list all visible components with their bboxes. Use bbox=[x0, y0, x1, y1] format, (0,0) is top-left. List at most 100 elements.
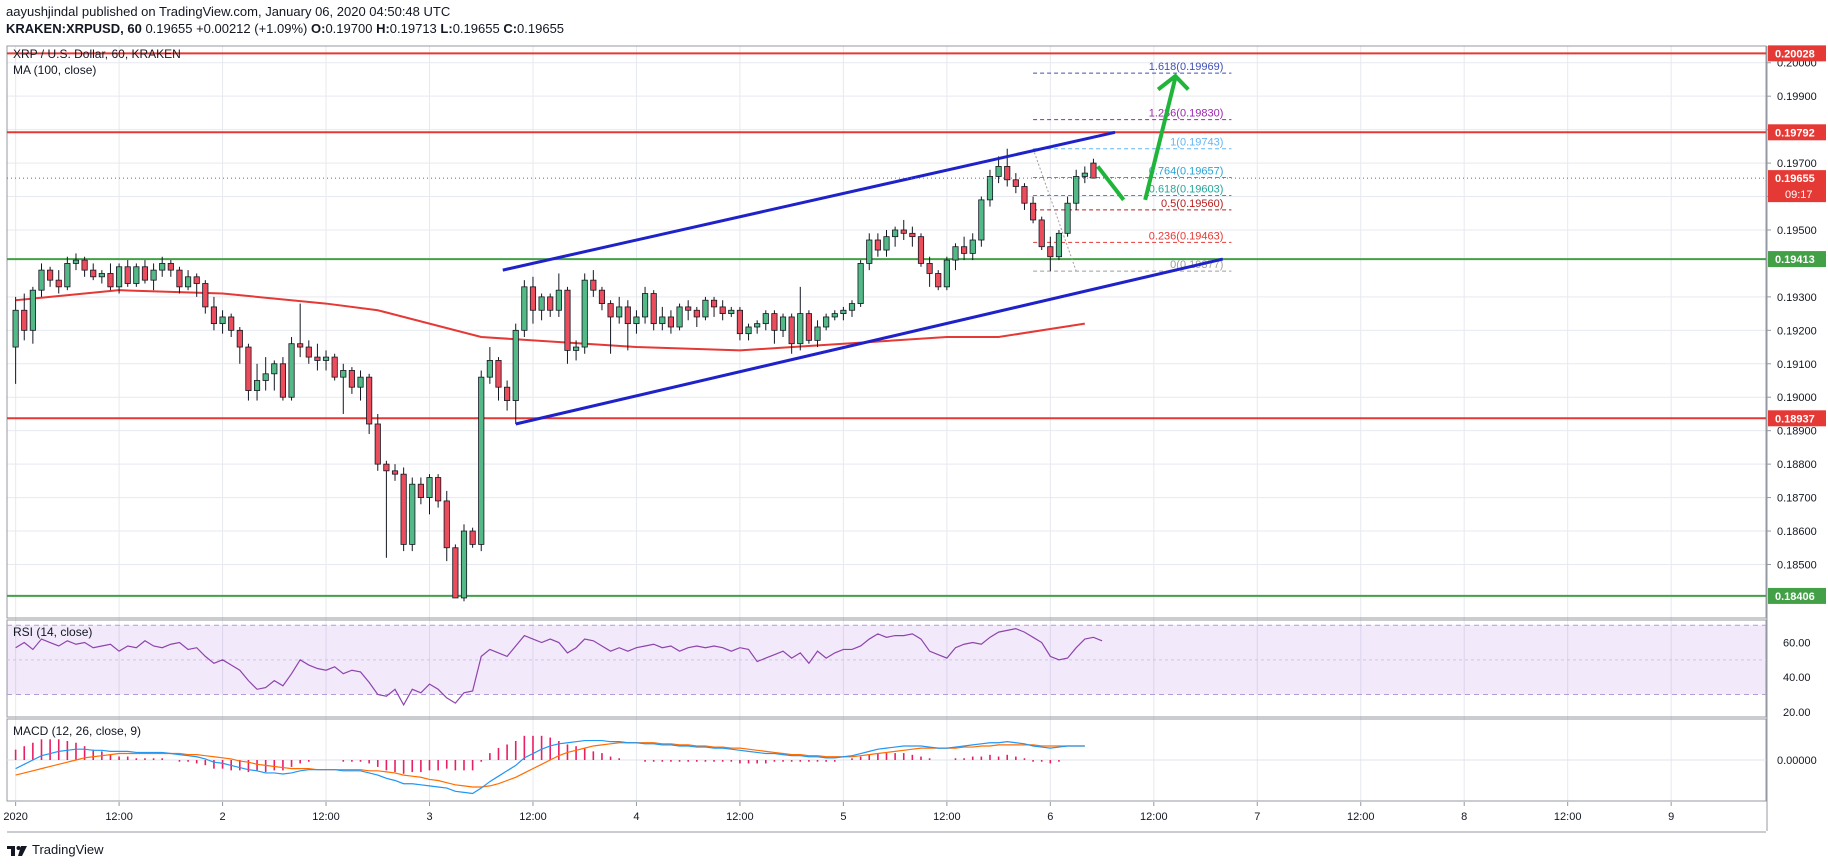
symbol-name: KRAKEN:XRPUSD, 60 bbox=[6, 21, 142, 36]
macd-title: MACD (12, 26, close, 9) bbox=[13, 724, 141, 738]
publisher-line: aayushjindal published on TradingView.co… bbox=[6, 4, 451, 19]
price-axis-tick-label: 0.18700 bbox=[1777, 493, 1817, 505]
candle-up bbox=[521, 280, 528, 338]
candle-up bbox=[883, 229, 890, 257]
candle-up bbox=[581, 273, 588, 354]
candle-down bbox=[435, 474, 442, 508]
time-axis-tick-label: 5 bbox=[840, 811, 846, 823]
candle-down bbox=[874, 233, 881, 257]
macd-pane[interactable]: MACD (12, 26, close, 9) bbox=[7, 724, 1766, 795]
candle-up bbox=[573, 340, 580, 361]
candle-down bbox=[400, 467, 407, 552]
close-label: C: bbox=[503, 21, 518, 36]
rsi-axis-tick-label: 40.00 bbox=[1783, 672, 1811, 684]
candle-up bbox=[814, 320, 821, 348]
candle-down bbox=[90, 263, 97, 281]
time-axis-tick-label: 6 bbox=[1047, 811, 1053, 823]
price-axis-tick-label: 0.18600 bbox=[1777, 526, 1817, 538]
price-axis-tick-label: 0.18900 bbox=[1777, 426, 1817, 438]
macd-axis-tick-label: 0.00000 bbox=[1777, 755, 1817, 767]
candle-up bbox=[271, 360, 278, 391]
candle-up bbox=[1055, 229, 1063, 261]
candle-down bbox=[1090, 158, 1097, 179]
rsi-pane[interactable]: RSI (14, close) bbox=[7, 624, 1766, 707]
candle-down bbox=[667, 310, 675, 334]
fib-level-label: 1(0.19743) bbox=[1170, 137, 1223, 149]
candle-down bbox=[202, 280, 209, 314]
tradingview-brand-text: TradingView bbox=[32, 842, 104, 857]
fibonacci-extension[interactable]: 1.618(0.19969) 1.236(0.19830) 1(0.19743) 0.… bbox=[1032, 61, 1232, 272]
time-axis[interactable]: 2020 12:00 2 12:00 3 12:00 4 12:00 5 12:00 6 12:00 7… bbox=[3, 802, 1674, 823]
price-pane[interactable]: 1.618(0.19969) 1.236(0.19830) 1(0.19743) 0.… bbox=[7, 52, 1766, 602]
candle-up bbox=[978, 196, 985, 247]
candle-down bbox=[598, 286, 606, 311]
candle-up bbox=[12, 296, 19, 384]
grid-lines bbox=[7, 46, 1766, 801]
candle-up bbox=[72, 253, 80, 271]
rsi-axis-tick-label: 20.00 bbox=[1783, 707, 1811, 719]
price-axis-tick-label: 0.19500 bbox=[1777, 225, 1817, 237]
time-axis-tick-label: 12:00 bbox=[105, 811, 133, 823]
candle-up bbox=[779, 313, 787, 338]
candle-up bbox=[253, 363, 261, 401]
candle-up bbox=[98, 270, 105, 284]
fib-level-label: 0.5(0.19560) bbox=[1161, 198, 1223, 210]
candle-down bbox=[564, 286, 571, 364]
candle-down bbox=[383, 460, 390, 558]
candle-up bbox=[116, 263, 123, 294]
price-axis[interactable]: 0.200000.199000.198000.197000.196000.195… bbox=[1767, 45, 1826, 604]
candle-up bbox=[460, 524, 468, 602]
candle-up bbox=[409, 477, 416, 552]
fib-level-label: 0.618(0.19603) bbox=[1149, 184, 1224, 196]
svg-text:0.20028: 0.20028 bbox=[1775, 48, 1815, 60]
candle-down bbox=[935, 270, 942, 291]
time-axis-tick-label: 12:00 bbox=[519, 811, 547, 823]
candle-down bbox=[1004, 148, 1011, 187]
candle-down bbox=[926, 256, 933, 287]
price-axis-tick-label: 0.19700 bbox=[1777, 158, 1817, 170]
candle-up bbox=[969, 233, 976, 261]
candle-down bbox=[193, 273, 200, 297]
candle-up bbox=[29, 286, 36, 344]
fib-level-label: 0.764(0.19657) bbox=[1149, 165, 1224, 177]
rsi-line bbox=[15, 628, 1103, 707]
candle-up bbox=[633, 310, 640, 334]
candle-up bbox=[831, 310, 838, 321]
candle-up bbox=[38, 263, 45, 297]
channel-upper-trendline[interactable] bbox=[502, 130, 1116, 272]
time-axis-tick-label: 12:00 bbox=[933, 811, 961, 823]
candle-down bbox=[443, 490, 450, 562]
candle-down bbox=[167, 260, 174, 277]
svg-text:0.19792: 0.19792 bbox=[1775, 127, 1815, 139]
candle-down bbox=[314, 343, 321, 371]
candle-down bbox=[900, 219, 907, 241]
candle-up bbox=[797, 286, 804, 351]
candle-down bbox=[650, 290, 657, 331]
price-change: +0.00212 (+1.09%) bbox=[196, 21, 308, 36]
candle-down bbox=[279, 357, 286, 401]
candle-up bbox=[478, 370, 485, 552]
candle-down bbox=[366, 373, 373, 435]
candle-up bbox=[943, 256, 950, 291]
time-axis-tick-label: 12:00 bbox=[1554, 811, 1582, 823]
candle-up bbox=[1064, 196, 1071, 237]
candle-down bbox=[305, 340, 312, 364]
candle-down bbox=[210, 296, 218, 331]
projection-arrow-icon[interactable] bbox=[1096, 73, 1190, 202]
candle-up bbox=[426, 474, 433, 515]
candle-up bbox=[262, 357, 269, 391]
price-axis-tick-label: 0.19100 bbox=[1777, 359, 1817, 371]
candle-down bbox=[21, 293, 28, 341]
candle-up bbox=[555, 273, 562, 317]
candle-up bbox=[357, 370, 364, 401]
candle-up bbox=[745, 323, 752, 341]
level-price-tag: 0.18406 bbox=[1768, 587, 1826, 604]
candle-down bbox=[624, 300, 631, 351]
high-label: H: bbox=[376, 21, 390, 36]
candle-up bbox=[952, 243, 959, 271]
candle-up bbox=[866, 233, 873, 271]
channel-lower-trendline[interactable] bbox=[515, 257, 1224, 426]
time-axis-tick-label: 12:00 bbox=[1140, 811, 1168, 823]
price-axis-tick-label: 0.19000 bbox=[1777, 392, 1817, 404]
